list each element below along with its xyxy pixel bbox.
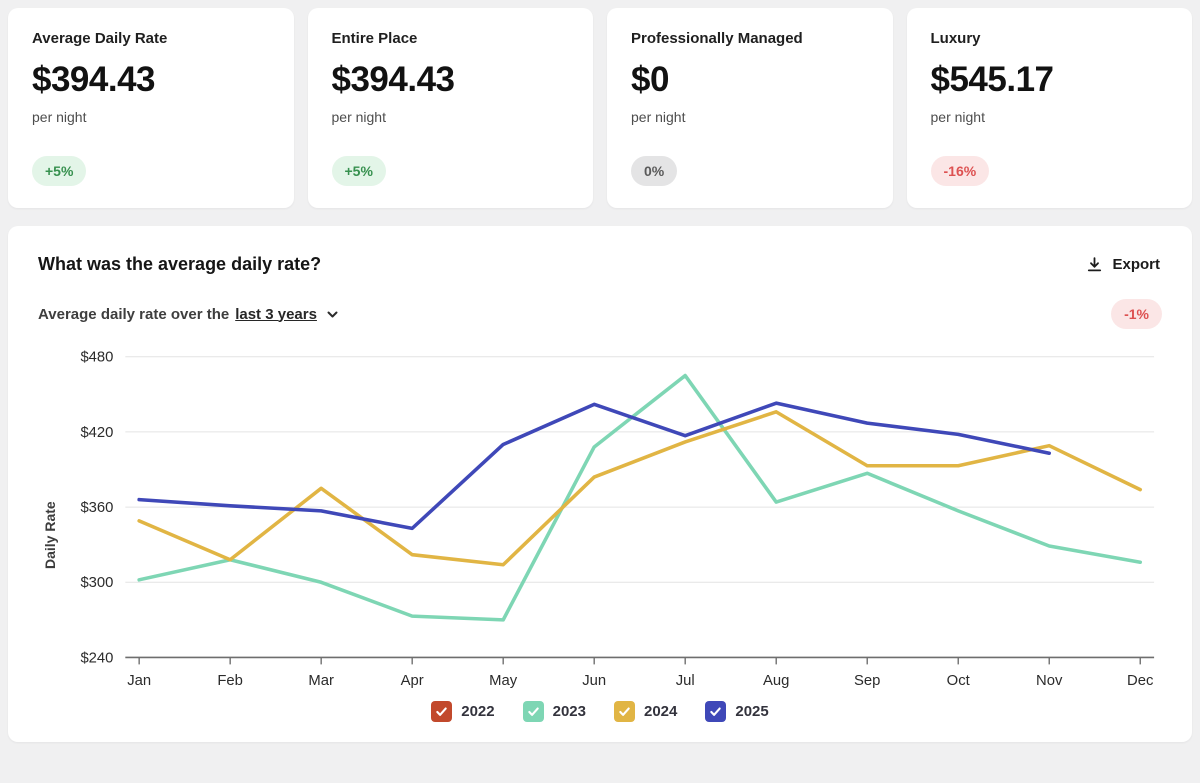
- x-tick-label: Mar: [308, 673, 334, 689]
- legend-item-2023[interactable]: 2023: [522, 701, 586, 722]
- chart-title: What was the average daily rate?: [38, 254, 322, 274]
- chart-legend: 2022 2023 2024 2025: [38, 701, 1162, 722]
- download-icon: [1086, 256, 1103, 273]
- stats-row: Average Daily Rate $394.43 per night +5%…: [8, 8, 1192, 208]
- chart-area: Daily Rate $240 $300 $360 $420 $480 Jan Feb Mar…: [38, 341, 1162, 693]
- legend-checkbox-2023[interactable]: [522, 701, 544, 722]
- chart-subtitle: Average daily rate over the last 3 years: [38, 306, 340, 323]
- legend-label: 2022: [461, 703, 495, 720]
- line-chart: $240 $300 $360 $420 $480 Jan Feb Mar Apr May Jun Ju…: [80, 350, 1155, 689]
- x-tick-label: Aug: [763, 673, 789, 689]
- x-tick-label: Jan: [127, 673, 151, 689]
- stat-unit: per night: [930, 109, 985, 125]
- y-tick-label: $480: [80, 350, 113, 366]
- change-badge: 0%: [631, 156, 678, 186]
- series-line-2024[interactable]: [137, 410, 1143, 567]
- stat-card-entire-place: Entire Place $394.43 per night +5%: [307, 8, 593, 208]
- stat-value: $394.43: [32, 60, 156, 99]
- x-tick-label: Jul: [676, 673, 695, 689]
- legend-checkbox-2022[interactable]: [431, 701, 453, 722]
- stat-card-average-daily-rate: Average Daily Rate $394.43 per night +5%: [8, 8, 294, 208]
- legend-label: 2024: [644, 703, 678, 720]
- stat-value: $394.43: [331, 60, 456, 99]
- y-tick-label: $300: [80, 575, 113, 591]
- legend-item-2022[interactable]: 2022: [431, 701, 495, 722]
- chart-subheader: Average daily rate over the last 3 years…: [38, 299, 1162, 329]
- x-tick-label: Sep: [854, 673, 880, 689]
- stat-unit: per night: [631, 109, 686, 125]
- stat-title: Luxury: [930, 30, 981, 47]
- y-tick-label: $360: [80, 500, 113, 516]
- y-tick-label: $240: [80, 650, 113, 666]
- change-badge: +5%: [331, 156, 386, 186]
- series-line-2023[interactable]: [137, 373, 1143, 622]
- export-label: Export: [1112, 256, 1160, 273]
- legend-item-2025[interactable]: 2025: [705, 701, 769, 722]
- x-tick-label: Nov: [1036, 673, 1063, 689]
- x-tick-label: Feb: [217, 673, 243, 689]
- chart-header: What was the average daily rate? Export: [38, 252, 1162, 277]
- stat-title: Average Daily Rate: [32, 30, 168, 47]
- stat-title: Professionally Managed: [631, 30, 803, 47]
- export-button[interactable]: Export: [1084, 252, 1162, 277]
- chart-change-badge: -1%: [1111, 299, 1162, 329]
- subtitle-text: Average daily rate over the: [38, 305, 230, 323]
- series-line-2025[interactable]: [137, 401, 1052, 531]
- y-axis-label: Daily Rate: [42, 501, 58, 569]
- legend-checkbox-2025[interactable]: [705, 701, 727, 722]
- x-tick-label: Oct: [947, 673, 971, 689]
- stat-card-professionally-managed: Professionally Managed $0 per night 0%: [607, 8, 893, 208]
- stat-value: $0: [631, 60, 669, 99]
- change-badge: +5%: [32, 156, 87, 186]
- stat-title: Entire Place: [331, 30, 418, 47]
- stat-unit: per night: [331, 109, 386, 125]
- legend-label: 2025: [735, 703, 769, 720]
- x-tick-label: Dec: [1127, 673, 1154, 689]
- stat-unit: per night: [32, 109, 87, 125]
- legend-label: 2023: [552, 703, 586, 720]
- stat-value: $545.17: [930, 60, 1055, 99]
- legend-item-2024[interactable]: 2024: [614, 701, 677, 722]
- legend-checkbox-2024[interactable]: [614, 701, 635, 722]
- x-tick-label: Jun: [582, 673, 606, 689]
- time-range-selector[interactable]: last 3 years: [235, 305, 317, 323]
- x-tick-label: May: [489, 673, 518, 689]
- stat-card-luxury: Luxury $545.17 per night -16%: [906, 8, 1192, 208]
- y-tick-label: $420: [80, 425, 113, 441]
- change-badge: -16%: [930, 156, 990, 186]
- chevron-down-icon[interactable]: [325, 307, 340, 322]
- x-tick-label: Apr: [401, 673, 424, 689]
- chart-card: What was the average daily rate? Export …: [8, 226, 1192, 742]
